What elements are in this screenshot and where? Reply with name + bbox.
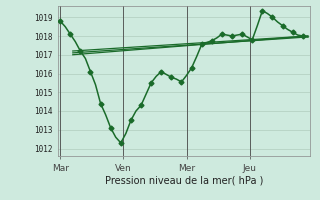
X-axis label: Pression niveau de la mer( hPa ): Pression niveau de la mer( hPa ) xyxy=(105,175,263,185)
